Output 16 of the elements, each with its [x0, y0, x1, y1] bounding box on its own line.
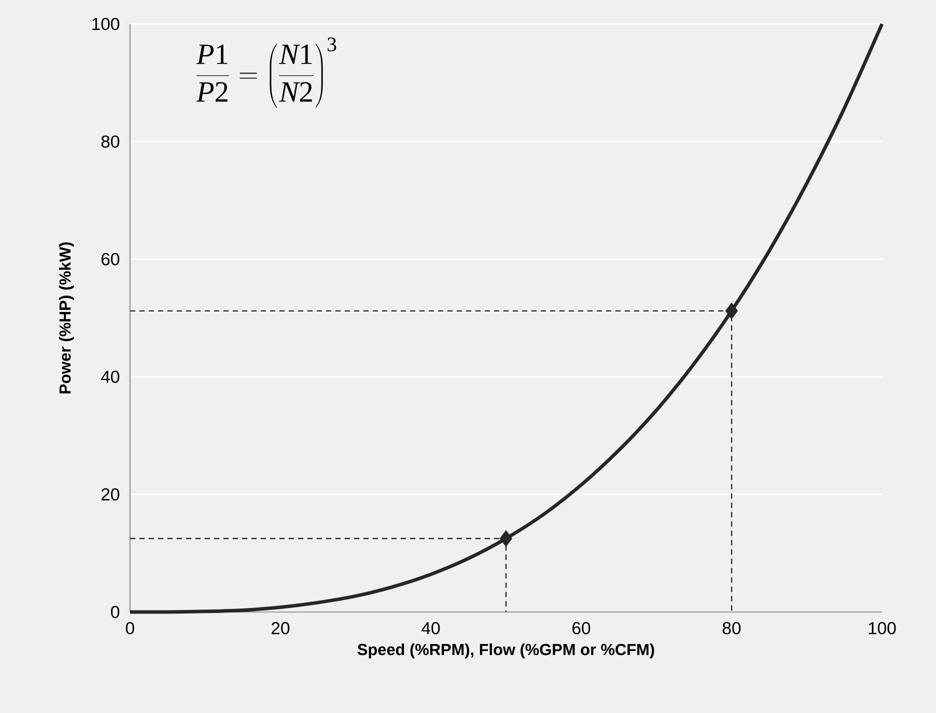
- x-axis-title: Speed (%RPM), Flow (%GPM or %CFM): [358, 643, 654, 658]
- x-tick-label: 60: [572, 622, 590, 634]
- y-tick-label: 80: [101, 135, 120, 148]
- y-tick-label: 0: [110, 606, 120, 618]
- x-tick-label: 100: [868, 622, 896, 634]
- annotation: $\frac{P1}{P2}=\left(\frac{N1}{N2}\right)^{3}$: [196, 38, 336, 108]
- y-tick-label: 60: [102, 253, 120, 266]
- line-series: [128, 22, 884, 614]
- y-tick-label: 20: [102, 488, 120, 501]
- x-tick-label: 0: [126, 622, 134, 634]
- x-tick-label: 40: [422, 622, 440, 634]
- y-tick-label: 100: [92, 18, 120, 30]
- x-tick-label: 80: [722, 622, 741, 634]
- y-tick-label: 40: [101, 370, 120, 383]
- y-axis-title: Power (%HP) (%kW): [58, 242, 74, 394]
- x-tick-label: 20: [272, 622, 290, 634]
